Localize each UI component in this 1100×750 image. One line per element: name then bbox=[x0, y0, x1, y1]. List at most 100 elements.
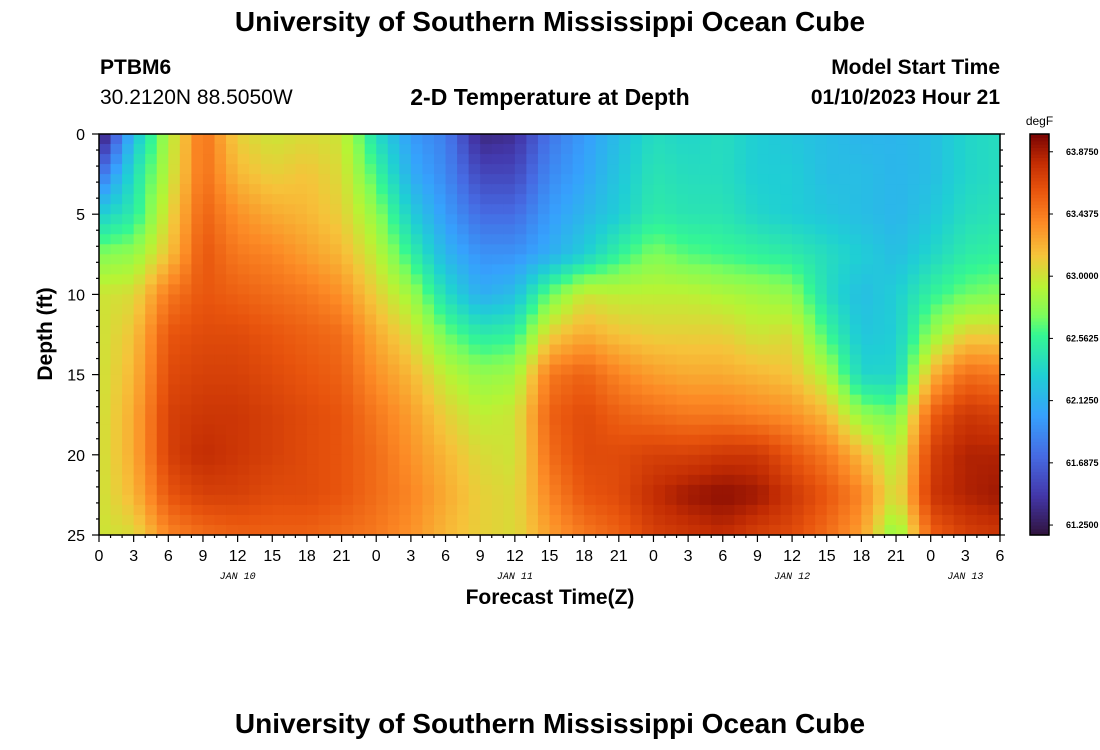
heatmap-cell bbox=[237, 154, 250, 165]
heatmap-cell bbox=[572, 464, 585, 476]
heatmap-cell bbox=[780, 324, 793, 336]
heatmap-cell bbox=[226, 374, 239, 386]
heatmap-cell bbox=[99, 244, 112, 255]
heatmap-cell bbox=[503, 314, 516, 326]
heatmap-cell bbox=[202, 424, 216, 436]
heatmap-cell bbox=[237, 134, 250, 145]
footer-title: University of Southern Mississippi Ocean… bbox=[234, 708, 866, 739]
y-axis-label: Depth (ft) bbox=[34, 287, 57, 380]
heatmap-cell bbox=[849, 224, 862, 235]
heatmap-cell bbox=[965, 214, 978, 225]
heatmap-cell bbox=[353, 194, 366, 205]
heatmap-cell bbox=[699, 274, 712, 285]
heatmap-cell bbox=[653, 324, 666, 336]
heatmap-cell bbox=[306, 234, 320, 245]
heatmap-cell bbox=[399, 394, 412, 406]
heatmap-cell bbox=[734, 374, 747, 386]
heatmap-cell bbox=[168, 274, 181, 285]
heatmap-cell bbox=[526, 224, 539, 235]
heatmap-cell bbox=[561, 204, 574, 215]
heatmap-cell bbox=[249, 434, 262, 446]
heatmap-cell bbox=[942, 264, 955, 275]
heatmap-cell bbox=[976, 384, 990, 396]
heatmap-cell bbox=[283, 424, 296, 436]
heatmap-cell bbox=[930, 294, 943, 306]
heatmap-cell bbox=[699, 174, 712, 185]
heatmap-cell bbox=[191, 474, 204, 486]
heatmap-cell bbox=[306, 434, 320, 446]
heatmap-cell bbox=[468, 244, 481, 255]
heatmap-cell bbox=[341, 304, 354, 316]
heatmap-cell bbox=[838, 474, 851, 486]
heatmap-cell bbox=[792, 524, 805, 536]
heatmap-cell bbox=[537, 324, 551, 336]
heatmap-cell bbox=[745, 174, 759, 185]
heatmap-cell bbox=[341, 334, 354, 346]
heatmap-cell bbox=[665, 354, 678, 366]
heatmap-cell bbox=[145, 454, 158, 466]
heatmap-cell bbox=[653, 144, 666, 155]
heatmap-cell bbox=[561, 194, 574, 205]
heatmap-cell bbox=[133, 374, 146, 386]
heatmap-cell bbox=[468, 364, 481, 376]
heatmap-cell bbox=[826, 424, 839, 436]
colorbar-swatch bbox=[1030, 277, 1049, 282]
heatmap-cell bbox=[919, 274, 932, 285]
heatmap-cell bbox=[295, 134, 308, 145]
heatmap-cell bbox=[202, 344, 216, 356]
heatmap-cell bbox=[722, 484, 735, 496]
heatmap-cell bbox=[341, 134, 354, 145]
heatmap-cell bbox=[572, 524, 585, 536]
heatmap-cell bbox=[722, 254, 735, 265]
heatmap-cell bbox=[226, 504, 239, 516]
heatmap-cell bbox=[249, 424, 262, 436]
heatmap-cell bbox=[896, 344, 909, 356]
heatmap-cell bbox=[618, 434, 631, 446]
heatmap-cell bbox=[907, 184, 920, 195]
heatmap-cell bbox=[179, 334, 193, 346]
heatmap-cell bbox=[722, 274, 735, 285]
heatmap-cell bbox=[249, 384, 262, 396]
heatmap-cell bbox=[514, 294, 527, 306]
heatmap-cell bbox=[607, 144, 620, 155]
heatmap-cell bbox=[122, 434, 135, 446]
heatmap-cell bbox=[930, 524, 943, 536]
colorbar-swatch bbox=[1030, 327, 1049, 332]
heatmap-cell bbox=[838, 214, 851, 225]
heatmap-cell bbox=[722, 434, 735, 446]
heatmap-cell bbox=[907, 404, 920, 416]
heatmap-cell bbox=[584, 344, 597, 356]
heatmap-cell bbox=[849, 464, 862, 476]
heatmap-cell bbox=[641, 174, 655, 185]
heatmap-cell bbox=[353, 394, 366, 406]
heatmap-cell bbox=[99, 294, 112, 306]
heatmap-cell bbox=[549, 224, 562, 235]
heatmap-cell bbox=[514, 304, 527, 316]
heatmap-cell bbox=[549, 254, 562, 265]
heatmap-cell bbox=[179, 354, 193, 366]
heatmap-cell bbox=[607, 164, 620, 175]
heatmap-cell bbox=[214, 464, 227, 476]
heatmap-cell bbox=[907, 204, 920, 215]
heatmap-cell bbox=[688, 474, 701, 486]
x-tick-label: 21 bbox=[887, 548, 905, 565]
heatmap-cell bbox=[318, 294, 331, 306]
model-start-value: 01/10/2023 Hour 21 bbox=[810, 86, 1000, 109]
heatmap-cell bbox=[133, 464, 146, 476]
heatmap-cell bbox=[768, 364, 782, 376]
heatmap-cell bbox=[122, 174, 135, 185]
heatmap-cell bbox=[711, 374, 724, 386]
heatmap-cell bbox=[792, 164, 805, 175]
heatmap-cell bbox=[283, 384, 296, 396]
heatmap-cell bbox=[237, 384, 250, 396]
heatmap-cell bbox=[457, 134, 470, 145]
heatmap-cell bbox=[514, 484, 527, 496]
heatmap-cell bbox=[283, 504, 296, 516]
heatmap-cell bbox=[387, 454, 400, 466]
heatmap-cell bbox=[699, 394, 712, 406]
heatmap-cell bbox=[618, 194, 631, 205]
heatmap-cell bbox=[688, 524, 701, 536]
heatmap-cell bbox=[249, 184, 262, 195]
heatmap-cell bbox=[202, 194, 216, 205]
heatmap-cell bbox=[665, 144, 678, 155]
